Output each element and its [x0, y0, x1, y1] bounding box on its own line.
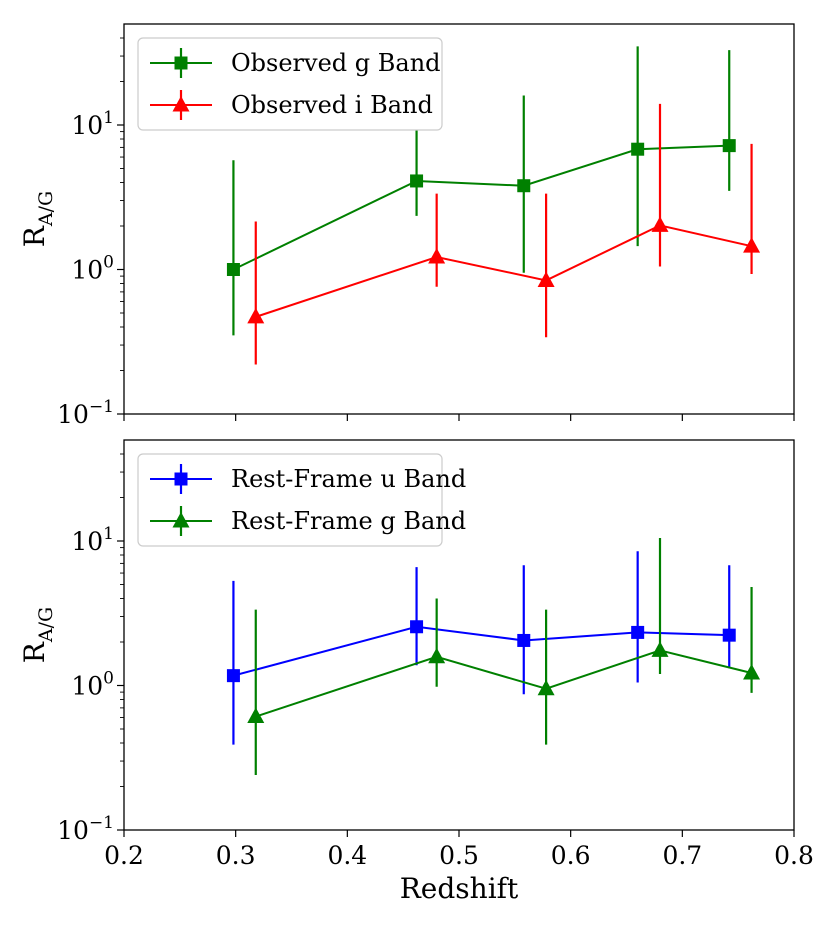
data-point [410, 174, 424, 188]
series-observed-i-band [247, 103, 761, 365]
y-tick-exponent: 0 [103, 669, 114, 689]
data-point [631, 142, 645, 156]
data-point [517, 633, 531, 647]
series-line [255, 649, 752, 718]
legend: Observed g Band Observed i Band [137, 37, 443, 131]
y-tick-label: 101 [71, 108, 114, 140]
y-tick-label: 101 [71, 524, 114, 556]
bottom-panel: 0.2 0.3 0.4 0.5 0.6 0.7 0.810−1100101RA/GRedsh… [18, 439, 814, 905]
data-point [226, 669, 240, 683]
legend-marker [174, 56, 188, 70]
x-tick-label: 0.4 [327, 841, 367, 870]
data-point [247, 307, 265, 324]
series-rest-frame-g-band [247, 537, 761, 776]
series-observed-g-band [226, 46, 736, 336]
legend-label: Observed i Band [231, 91, 433, 119]
y-tick-base: 10 [71, 672, 103, 701]
legend-label: Rest-Frame u Band [231, 465, 466, 493]
data-point [537, 679, 555, 696]
x-tick-label: 0.3 [216, 841, 256, 870]
y-axis-label-subscript: A/G [35, 607, 57, 643]
y-tick-label: 10−1 [57, 813, 114, 845]
legend-box [137, 37, 443, 131]
x-tick-label: 0.5 [439, 841, 479, 870]
y-tick-exponent: 1 [103, 108, 114, 128]
y-axis-label: RA/G [18, 191, 57, 247]
data-point [651, 641, 669, 657]
data-point [537, 271, 555, 287]
y-tick-base: 10 [71, 111, 103, 140]
series-line [255, 224, 752, 318]
y-axis-label-main: R [18, 641, 51, 663]
y-tick-exponent: −1 [89, 813, 114, 833]
x-tick-label: 0.7 [662, 841, 702, 870]
y-axis-label-main: R [18, 225, 51, 247]
y-tick-base: 10 [57, 400, 89, 429]
data-point [743, 237, 761, 253]
series-line [232, 144, 730, 271]
data-point [743, 664, 761, 680]
data-point [428, 647, 446, 664]
data-point [631, 625, 645, 639]
data-point [651, 216, 669, 232]
data-point [722, 628, 736, 642]
data-point [226, 263, 240, 277]
y-tick-exponent: 1 [103, 524, 114, 544]
x-tick-label: 0.2 [104, 841, 144, 870]
y-tick-label: 100 [71, 253, 114, 285]
y-tick-label: 100 [71, 669, 114, 701]
y-tick-label: 10−1 [57, 397, 114, 429]
series-rest-frame-u-band [226, 551, 736, 745]
data-point [247, 707, 265, 724]
legend-marker [172, 512, 190, 528]
legend: Rest-Frame u Band Rest-Frame g Band [137, 453, 466, 547]
x-tick-label: 0.8 [774, 841, 814, 870]
y-tick-exponent: −1 [89, 397, 114, 417]
x-axis-label: Redshift [400, 872, 519, 905]
data-point [428, 248, 446, 264]
legend-marker [174, 472, 188, 486]
legend-label: Rest-Frame g Band [231, 507, 466, 535]
y-axis-label: RA/G [18, 607, 57, 663]
y-tick-base: 10 [57, 816, 89, 845]
x-tick-label: 0.6 [551, 841, 591, 870]
y-tick-exponent: 0 [103, 253, 114, 273]
y-axis-label-subscript: A/G [35, 191, 57, 227]
legend-marker [172, 96, 190, 112]
y-tick-base: 10 [71, 527, 103, 556]
data-point [517, 179, 531, 193]
data-point [410, 620, 424, 634]
data-point [722, 139, 736, 153]
y-tick-base: 10 [71, 256, 103, 285]
legend-label: Observed g Band [231, 49, 441, 77]
legend-box [137, 453, 443, 547]
